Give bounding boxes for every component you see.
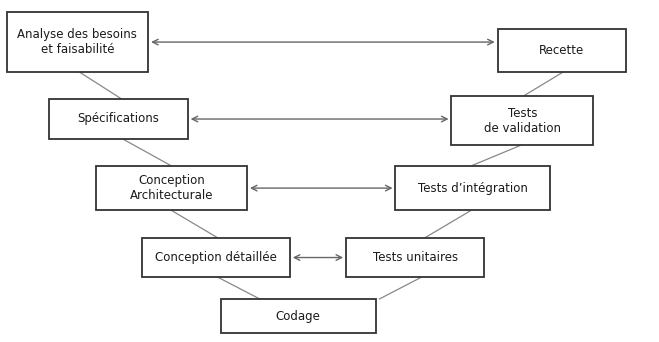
- Text: Tests
de validation: Tests de validation: [484, 107, 561, 134]
- FancyBboxPatch shape: [142, 238, 290, 277]
- Text: Conception détaillée: Conception détaillée: [155, 251, 277, 264]
- FancyBboxPatch shape: [96, 166, 247, 210]
- Text: Codage: Codage: [275, 310, 321, 323]
- FancyBboxPatch shape: [49, 99, 188, 139]
- Text: Recette: Recette: [539, 44, 585, 57]
- FancyBboxPatch shape: [395, 166, 550, 210]
- FancyBboxPatch shape: [221, 299, 376, 333]
- Text: Tests unitaires: Tests unitaires: [372, 251, 458, 264]
- Text: Analyse des besoins
et faisabilité: Analyse des besoins et faisabilité: [18, 28, 137, 56]
- FancyBboxPatch shape: [346, 238, 484, 277]
- Text: Spécifications: Spécifications: [78, 112, 159, 126]
- Text: Tests d’intégration: Tests d’intégration: [418, 182, 528, 195]
- Text: Conception
Architecturale: Conception Architecturale: [130, 174, 213, 202]
- FancyBboxPatch shape: [451, 96, 593, 145]
- FancyBboxPatch shape: [7, 12, 148, 72]
- FancyBboxPatch shape: [498, 29, 626, 72]
